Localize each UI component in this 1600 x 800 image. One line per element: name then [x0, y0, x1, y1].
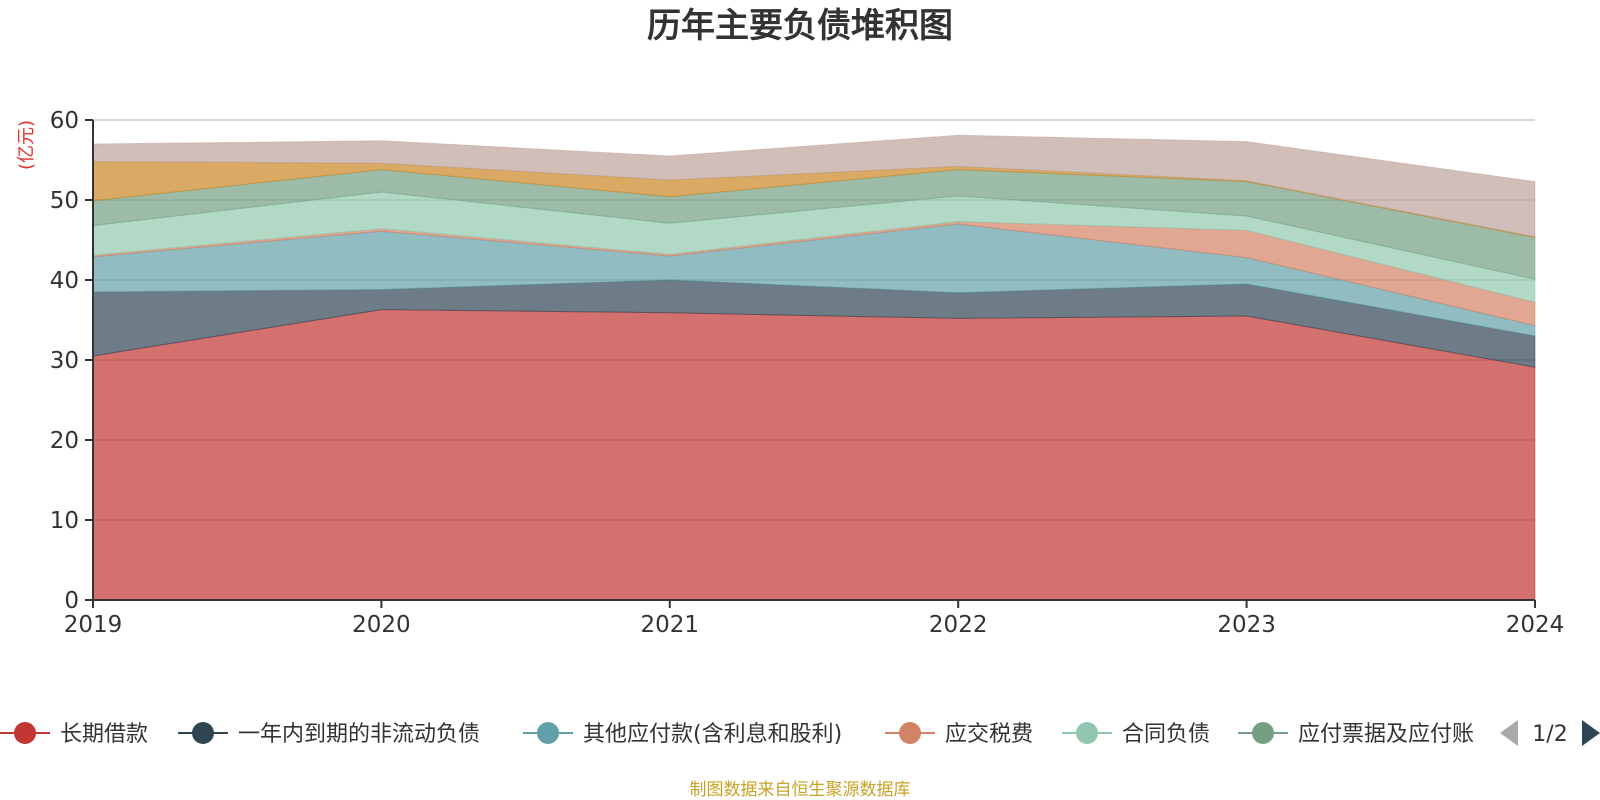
- legend-marker-icon: [899, 722, 921, 744]
- legend-prev-page-icon[interactable]: [1500, 720, 1518, 746]
- y-tick-label: 30: [50, 348, 79, 374]
- legend-item[interactable]: 应付票据及应付账: [1238, 722, 1474, 747]
- legend-marker-icon: [537, 722, 559, 744]
- legend-label: 应交税费: [945, 722, 1033, 747]
- legend-marker-icon: [1076, 722, 1098, 744]
- legend-item[interactable]: 长期借款: [0, 722, 148, 747]
- y-tick-label: 40: [50, 268, 79, 294]
- legend-next-page-icon[interactable]: [1582, 720, 1600, 746]
- legend-label: 其他应付款(含利息和股利): [583, 722, 842, 747]
- legend-marker-icon: [14, 722, 36, 744]
- legend-label: 一年内到期的非流动负债: [238, 722, 480, 747]
- source-note: 制图数据来自恒生聚源数据库: [690, 780, 911, 800]
- area-series-7[interactable]: [92, 134, 1536, 238]
- legend-marker-icon: [192, 722, 214, 744]
- x-tick-label: 2020: [352, 612, 411, 638]
- x-tick-label: 2019: [64, 612, 123, 638]
- legend-label: 合同负债: [1122, 722, 1210, 747]
- y-axis-unit: (亿元): [16, 120, 37, 170]
- y-tick-label: 60: [50, 108, 79, 134]
- legend-item[interactable]: 一年内到期的非流动负债: [178, 722, 480, 747]
- legend-label: 长期借款: [60, 722, 148, 747]
- area-series-0[interactable]: [92, 309, 1536, 601]
- x-tick-label: 2023: [1217, 612, 1276, 638]
- y-tick-label: 10: [50, 508, 79, 534]
- legend-item[interactable]: 应交税费: [885, 722, 1033, 747]
- x-tick-label: 2021: [641, 612, 700, 638]
- legend[interactable]: 长期借款 一年内到期的非流动负债 其他应付款(含利息和股利) 应交税费 合同负债 应付票据…: [0, 722, 1474, 747]
- legend-label: 应付票据及应付账: [1298, 722, 1474, 747]
- area-series-group: [92, 134, 1536, 601]
- legend-marker-icon: [1252, 722, 1274, 744]
- axes: 0 10 20 30 40 50 60 2019 2020 2021 2022 2023 2024: [50, 108, 1565, 638]
- y-tick-label: 0: [64, 588, 79, 614]
- x-tick-label: 2022: [929, 612, 988, 638]
- legend-pager[interactable]: 1/2: [1500, 720, 1600, 747]
- legend-page-indicator: 1/2: [1532, 722, 1567, 747]
- chart-title: 历年主要负债堆积图: [647, 6, 953, 46]
- y-tick-label: 20: [50, 428, 79, 454]
- legend-item[interactable]: 其他应付款(含利息和股利): [523, 722, 842, 747]
- legend-item[interactable]: 合同负债: [1062, 722, 1210, 747]
- y-tick-label: 50: [50, 188, 79, 214]
- x-tick-label: 2024: [1506, 612, 1565, 638]
